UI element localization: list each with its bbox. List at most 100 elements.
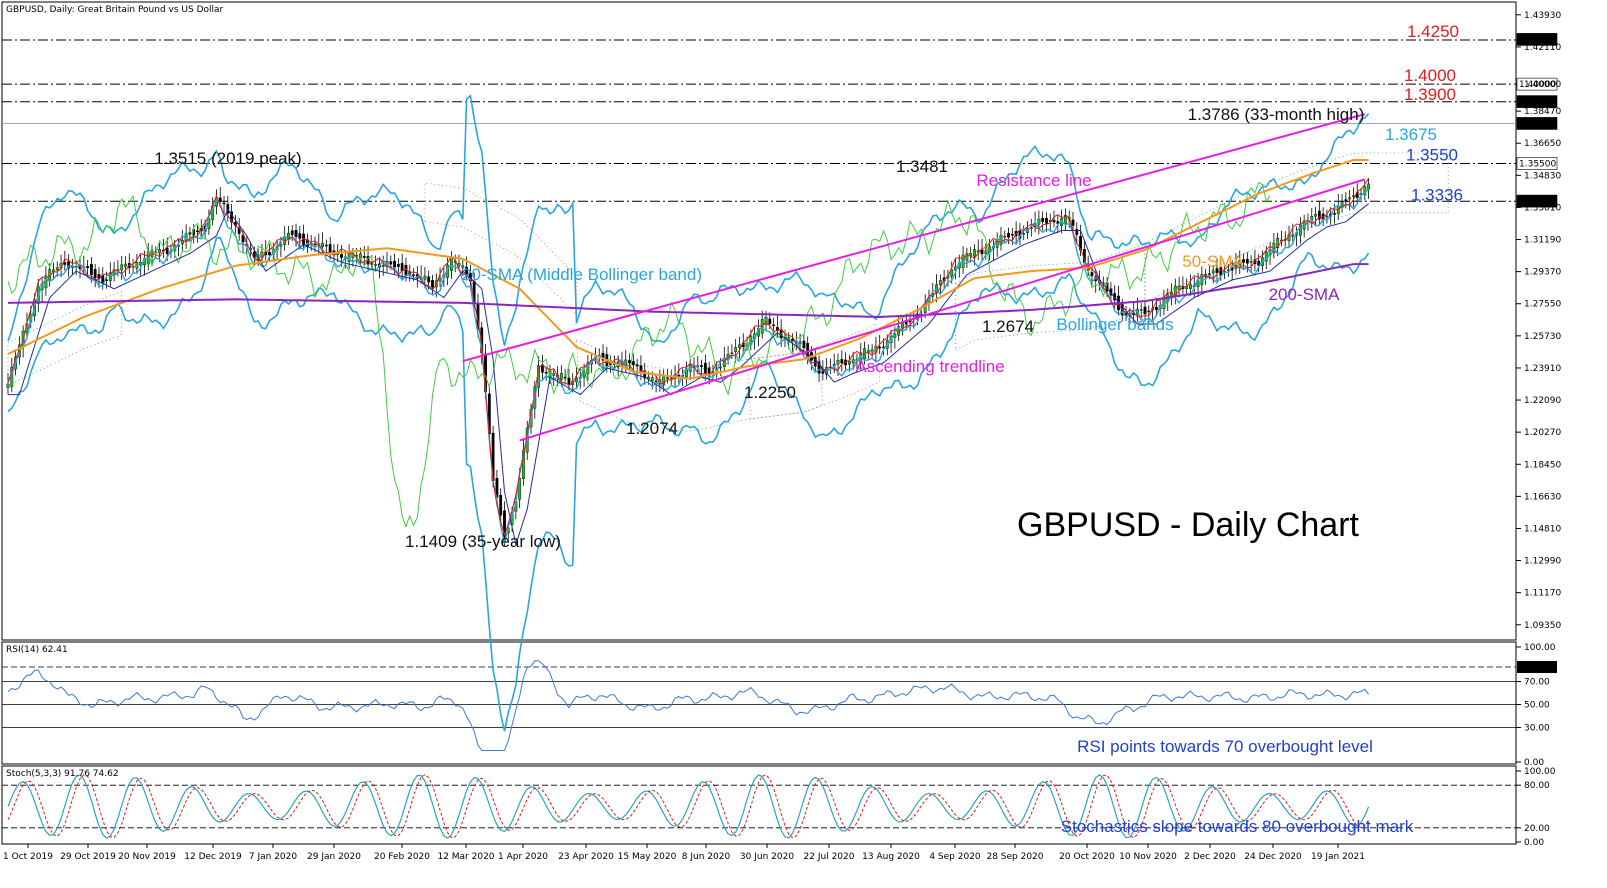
candle-body (67, 261, 71, 269)
x-tick-label: 20 Feb 2020 (374, 852, 430, 862)
candle-body (1071, 219, 1075, 226)
candle-body (97, 274, 101, 279)
y-tick-label: 1.12990 (1524, 557, 1561, 567)
candle-body (870, 349, 874, 353)
x-tick-label: 28 Sep 2020 (986, 852, 1043, 862)
candle-body (973, 249, 976, 257)
candle-body (1064, 215, 1067, 224)
candle-body (1333, 213, 1336, 215)
x-tick-label: 20 Oct 2020 (1059, 852, 1115, 862)
candle-body (393, 260, 396, 268)
candle-body (772, 324, 775, 327)
candle-body (218, 197, 222, 202)
x-tick-label: 10 Nov 2020 (1119, 852, 1177, 862)
candle-body (836, 360, 840, 365)
candle-body (935, 284, 938, 293)
x-tick-label: 12 Mar 2020 (437, 852, 494, 862)
y-tick-label: 1.29370 (1524, 268, 1561, 278)
x-tick-label: 29 Oct 2019 (60, 852, 116, 862)
candle-body (1352, 195, 1355, 197)
candle-body (1075, 229, 1079, 235)
candle-body (734, 347, 738, 352)
candle-body (1344, 199, 1348, 203)
candle-body (362, 256, 366, 258)
candle-body (817, 361, 821, 374)
stoch-tick-label: 80.00 (1524, 781, 1550, 791)
candle-body (131, 265, 135, 268)
price-tag (1516, 33, 1558, 46)
level-label: 1.4250 (1407, 22, 1459, 41)
candle-body (1147, 310, 1151, 313)
level-label: 1.3336 (1411, 185, 1463, 204)
rsi-tick-label: 0.00 (1524, 758, 1544, 768)
candle-body (1052, 219, 1056, 223)
candle-body (241, 234, 245, 243)
y-tick-label: 1.14810 (1524, 524, 1561, 534)
candle-body (1249, 261, 1253, 263)
candle-body (586, 362, 590, 374)
candle-body (1325, 215, 1329, 218)
candle-body (381, 265, 385, 267)
candle-body (438, 277, 442, 282)
candle-body (374, 264, 378, 266)
candle-body (950, 269, 954, 277)
candle-body (196, 230, 199, 233)
stoch-tick-label: 100.00 (1524, 767, 1556, 777)
annotation-label: Resistance line (976, 171, 1091, 190)
x-tick-label: 1 Apr 2020 (498, 852, 548, 862)
candle-body (450, 256, 453, 271)
ichimoku-cloud (955, 244, 1146, 352)
candle-body (389, 261, 393, 265)
candle-body (984, 250, 988, 254)
candle-body (400, 263, 404, 272)
stoch-d-line (7, 774, 1370, 839)
y-tick-label: 1.38470 (1524, 107, 1561, 117)
candle-body (575, 377, 578, 383)
series-1 (7, 263, 1369, 319)
rsi-line (7, 660, 1369, 751)
x-tick-label: 4 Sep 2020 (929, 852, 981, 862)
ichimoku-cloud (576, 339, 824, 432)
main-pane (1, 1, 1517, 641)
price-tag-label: 1.35500 (1519, 160, 1556, 170)
candle-body (643, 370, 647, 379)
y-tick-label: 1.25730 (1524, 332, 1561, 342)
x-tick-label: 19 Jan 2021 (1311, 852, 1365, 862)
candle-body (601, 352, 605, 361)
annotation-label: 1.2674 (982, 317, 1034, 336)
x-tick-label: 30 Jun 2020 (740, 852, 794, 862)
candle-body (328, 244, 332, 253)
candle-body (431, 280, 434, 288)
price-tag-label: 1.42536 (1519, 35, 1556, 45)
candle-body (1245, 258, 1249, 264)
x-tick-label: 23 Apr 2020 (558, 852, 614, 862)
rsi-marker-label: 82.61 (1521, 663, 1547, 673)
y-tick-label: 1.20270 (1524, 428, 1561, 438)
y-tick-label: 1.09350 (1524, 621, 1561, 631)
candle-body (116, 268, 120, 271)
candle-body (628, 360, 631, 364)
candle-body (222, 202, 226, 205)
base-line (8, 203, 1369, 547)
candle-body (965, 253, 969, 261)
candle-body (124, 263, 127, 267)
stoch-pane (1, 765, 1517, 845)
candle-body (135, 262, 139, 269)
candle-body (412, 274, 415, 276)
bollinger-lower (7, 236, 1370, 732)
candle-body (1314, 213, 1317, 217)
candle-body (1003, 235, 1007, 238)
candle-body (55, 267, 59, 270)
y-tick-label: 1.36650 (1524, 139, 1561, 149)
candle-body (268, 252, 271, 256)
candle-body (1007, 233, 1010, 238)
symbol-title: GBPUSD, Daily: Great Britain Pound vs US… (6, 5, 224, 15)
candle-body (878, 346, 882, 349)
rsi-pane (1, 641, 1517, 765)
price-tag (1516, 157, 1558, 170)
x-tick-label: 22 Jul 2020 (804, 852, 855, 862)
level-label: 1.3550 (1406, 146, 1458, 165)
price-tag-label: 1.40000 (1519, 80, 1556, 90)
x-tick-label: 24 Dec 2020 (1244, 852, 1302, 862)
